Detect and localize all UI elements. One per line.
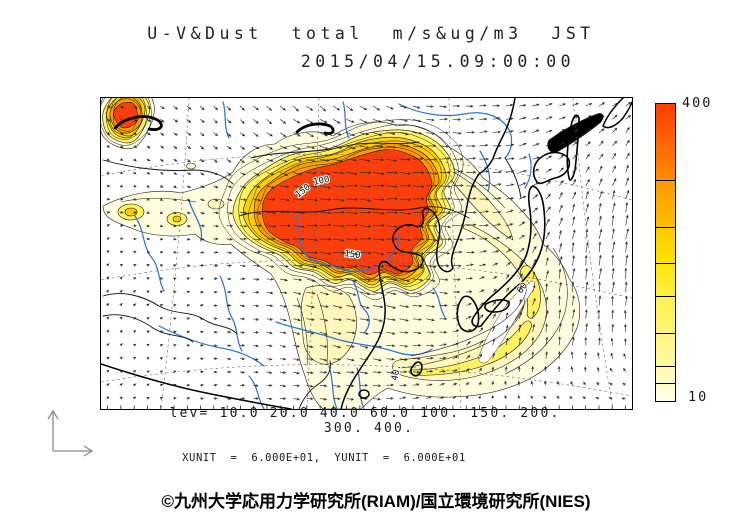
colorbar: [655, 103, 676, 402]
frame-ticks: [107, 405, 626, 409]
dust-level-contour: [256, 147, 435, 279]
colorbar-band: [656, 104, 675, 181]
colorbar-band: [656, 263, 675, 297]
colorbar-band: [656, 382, 675, 401]
dust-level-fill: [262, 149, 433, 276]
map-frame: 100 150 150 40. 60.: [100, 97, 633, 410]
units-text: XUNIT = 6.000E+01, YUNIT = 6.000E+01: [182, 452, 466, 464]
axes-indicator: [47, 409, 94, 457]
dust-level-contour: [112, 98, 141, 132]
copyright-text: ©九州大学応用力学研究所(RIAM)/国立環境研究所(NIES): [161, 492, 591, 511]
contour-levels-text-2: 300. 400.: [323, 421, 415, 436]
contour-value-label: 40.: [390, 364, 403, 382]
colorbar-band: [656, 332, 675, 367]
chart-datetime: 2015/04/15.09:00:00: [300, 52, 576, 71]
wind-vectors: [106, 101, 632, 401]
chart-title: U-V&Dust total m/s&ug/m3 JST: [147, 24, 595, 43]
dust-level-contour: [106, 98, 147, 140]
dust-level-contour: [227, 123, 459, 295]
dust-level-contour: [101, 98, 152, 146]
contour-levels-text: lev= 10.0 20.0 40.0 60.0 100. 150. 200.: [169, 406, 561, 421]
colorbar-min-label: 10: [688, 389, 709, 405]
colorbar-band: [656, 226, 675, 264]
colorbar-band: [656, 366, 675, 383]
dust-level-fill: [113, 101, 138, 129]
wind-arrow-field: [106, 101, 632, 401]
colorbar-max-label: 400: [682, 95, 713, 111]
colorbar-band: [656, 180, 675, 227]
colorbar-band: [656, 296, 675, 333]
contour-value-label: 150: [344, 249, 361, 261]
dust-plume-mongolia: [218, 119, 464, 301]
contour-value-label: 100: [313, 175, 331, 188]
coastlines-borders: [101, 98, 632, 409]
dust-level-contour: [218, 119, 464, 301]
dust-level-contour: [248, 140, 442, 283]
